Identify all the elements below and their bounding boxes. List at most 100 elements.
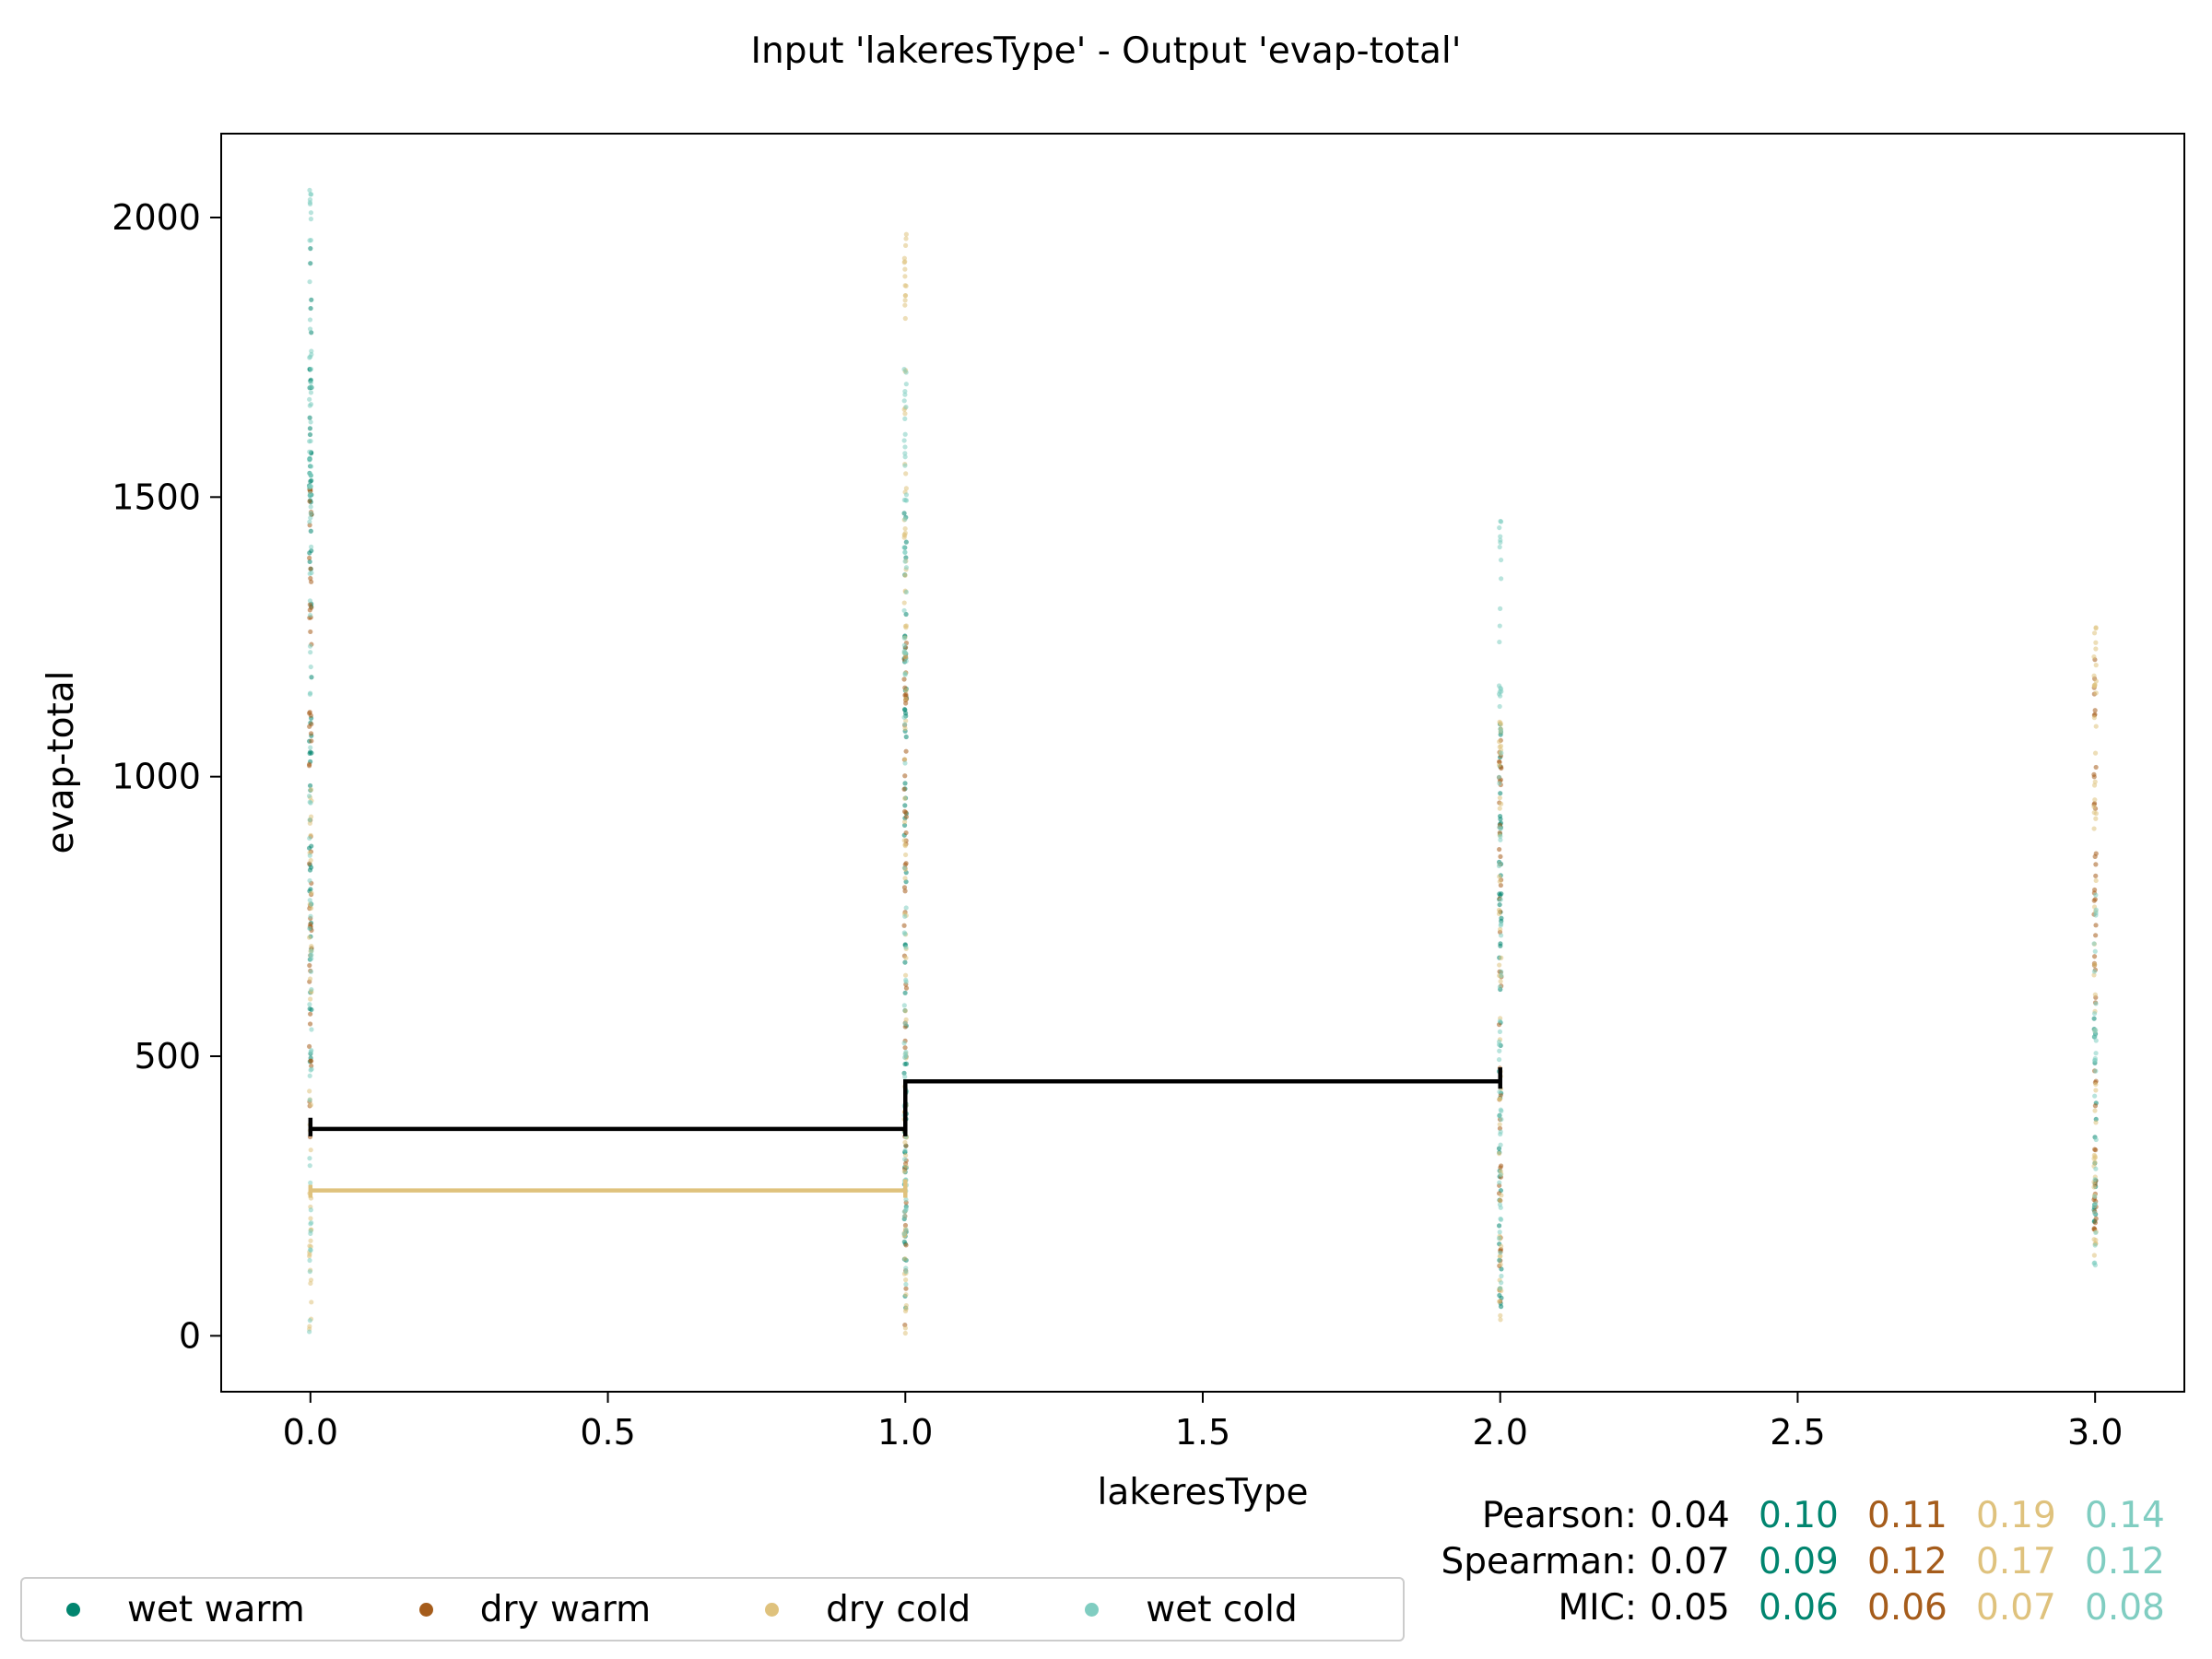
- scatter-point: [1498, 791, 1503, 796]
- scatter-point: [2093, 626, 2099, 631]
- scatter-point: [903, 623, 910, 629]
- scatter-point: [902, 711, 909, 716]
- scatter-point: [902, 283, 908, 288]
- scatter-point: [307, 187, 312, 193]
- scatter-point: [307, 519, 312, 524]
- scatter-point: [2092, 779, 2098, 784]
- scatter-point: [1498, 1317, 1503, 1323]
- scatter-point: [1498, 1171, 1503, 1178]
- scatter-point: [2093, 1237, 2099, 1243]
- scatter-point: [309, 297, 314, 302]
- scatter-point: [902, 931, 908, 936]
- scatter-point: [2092, 1147, 2098, 1152]
- scatter-point: [2091, 673, 2097, 678]
- scatter-point: [2091, 653, 2097, 660]
- scatter-point: [1497, 1122, 1502, 1127]
- stats-value: 0.12: [1867, 1541, 1947, 1583]
- scatter-point: [1498, 1262, 1503, 1267]
- scatter-point: [901, 511, 907, 516]
- scatter-point: [902, 959, 908, 965]
- scatter-point: [1496, 1235, 1502, 1241]
- scatter-point: [2093, 640, 2099, 645]
- scatter-point: [1499, 576, 1504, 582]
- scatter-point: [307, 1257, 312, 1264]
- scatter-point: [307, 607, 312, 613]
- scatter-point: [1499, 1193, 1504, 1198]
- stats-value: 0.10: [1759, 1495, 1839, 1536]
- scatter-point: [307, 711, 312, 716]
- scatter-point: [901, 714, 907, 720]
- scatter-point: [1497, 544, 1502, 550]
- scatter-point: [1497, 1089, 1502, 1095]
- scatter-point: [2093, 1088, 2099, 1093]
- legend-item-wet-warm: wet warm: [66, 1589, 305, 1630]
- scatter-point: [903, 1196, 909, 1203]
- stats-value: 0.09: [1759, 1541, 1839, 1583]
- scatter-point: [903, 382, 909, 387]
- scatter-point: [1498, 518, 1503, 524]
- scatter-point: [308, 731, 314, 736]
- scatter-point: [306, 794, 312, 799]
- scatter-point: [902, 913, 908, 919]
- scatter-point: [308, 745, 313, 750]
- scatter-point: [902, 298, 908, 303]
- legend-item-dry-warm: dry warm: [418, 1589, 651, 1630]
- scatter-point: [1496, 1151, 1502, 1157]
- scatter-point: [308, 383, 314, 390]
- scatter-point: [307, 559, 312, 565]
- scatter-point: [307, 643, 313, 649]
- scatter-point: [903, 861, 909, 866]
- stats-row-mic: MIC: 0.05 0.06 0.06 0.07 0.08: [1419, 1585, 2194, 1631]
- scatter-point: [901, 545, 907, 550]
- stats-value: 0.12: [2085, 1541, 2165, 1583]
- scatter-point: [1497, 1299, 1502, 1304]
- scatter-point: [2093, 1120, 2099, 1125]
- scatter-point: [903, 565, 910, 571]
- scatter-point: [1497, 962, 1502, 968]
- scatter-point: [307, 962, 312, 969]
- scatter-point: [2092, 708, 2098, 713]
- scatter-point: [903, 1227, 909, 1233]
- scatter-point: [307, 499, 312, 504]
- scatter-point: [1499, 750, 1504, 756]
- scatter-point: [309, 952, 314, 958]
- scatter-point: [309, 1300, 314, 1305]
- scatter-point: [307, 455, 312, 461]
- scatter-point: [2093, 1136, 2099, 1143]
- scatter-point: [903, 985, 910, 991]
- scatter-point: [1496, 774, 1502, 780]
- y-tick-label: 500: [134, 1036, 201, 1077]
- scatter-point: [2093, 877, 2099, 884]
- scatter-point: [903, 231, 909, 237]
- scatter-point: [901, 838, 907, 843]
- scatter-point: [2092, 992, 2098, 997]
- scatter-point: [1497, 1096, 1503, 1102]
- scatter-point: [1497, 795, 1502, 801]
- scatter-point: [901, 532, 907, 537]
- scatter-point: [903, 748, 909, 754]
- scatter-point: [2091, 1152, 2097, 1159]
- scatter-point: [902, 431, 908, 437]
- scatter-point: [308, 504, 313, 510]
- scatter-point: [903, 1017, 909, 1022]
- scatter-point: [1499, 955, 1504, 960]
- scatter-point: [1499, 972, 1504, 979]
- scatter-point: [1498, 897, 1503, 902]
- scatter-point: [309, 348, 314, 354]
- scatter-point: [902, 1045, 908, 1051]
- scatter-point: [902, 454, 908, 460]
- scatter-point: [1498, 826, 1503, 831]
- scatter-point: [2093, 892, 2099, 898]
- scatter-point: [2093, 873, 2099, 878]
- scatter-point: [1498, 1205, 1503, 1210]
- scatter-point: [308, 192, 314, 197]
- scatter-point: [902, 463, 908, 468]
- scatter-point: [903, 1302, 909, 1309]
- scatter-point: [2092, 1177, 2098, 1182]
- scatter-point: [307, 403, 312, 408]
- scatter-point: [901, 1041, 907, 1046]
- scatter-point: [902, 274, 908, 279]
- scatter-point: [307, 415, 312, 420]
- scatter-point: [903, 696, 909, 701]
- scatter-point: [1498, 1286, 1503, 1291]
